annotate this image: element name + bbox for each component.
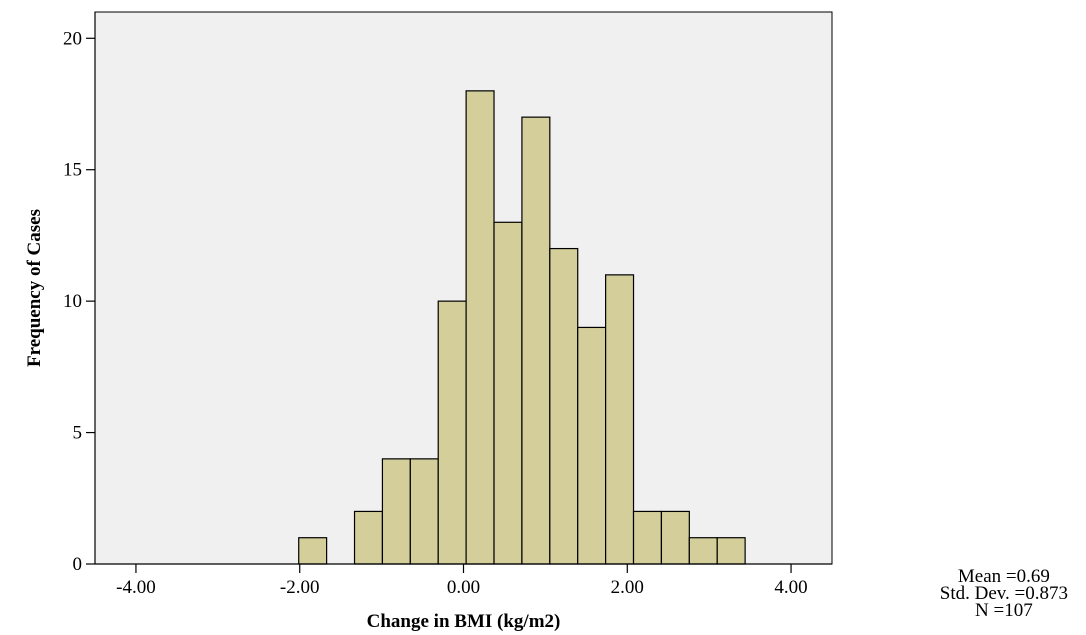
y-tick-label: 0 bbox=[73, 554, 83, 575]
histogram-bar bbox=[353, 510, 384, 565]
histogram-bar bbox=[493, 221, 523, 565]
histogram-bar bbox=[298, 537, 328, 565]
x-tick-label: 4.00 bbox=[774, 577, 807, 598]
x-tick-label: -4.00 bbox=[116, 577, 156, 598]
x-tick-label: 0.00 bbox=[447, 577, 480, 598]
bars-group bbox=[298, 90, 746, 565]
y-tick-label: 10 bbox=[63, 291, 82, 312]
statistics-legend: Mean =0.69 Std. Dev. =0.873 N =107 bbox=[939, 566, 1068, 621]
y-axis-title: Frequency of Cases bbox=[24, 209, 45, 367]
y-tick-label: 5 bbox=[73, 423, 83, 444]
x-tick-label: -2.00 bbox=[280, 577, 320, 598]
x-axis-ticks: -4.00 -2.00 0.00 2.00 4.00 bbox=[116, 564, 808, 598]
histogram-bar bbox=[716, 537, 746, 565]
stat-n: N =107 bbox=[975, 600, 1033, 621]
histogram-bar bbox=[381, 458, 411, 565]
histogram-bar bbox=[688, 537, 718, 565]
histogram-bar bbox=[437, 300, 467, 565]
stat-std-dev: Std. Dev. =0.873 bbox=[939, 583, 1068, 604]
y-tick-label: 20 bbox=[63, 28, 82, 49]
histogram-bar bbox=[521, 116, 551, 565]
stat-mean: Mean =0.69 bbox=[957, 566, 1050, 587]
histogram-bar bbox=[577, 326, 607, 565]
x-axis-title: Change in BMI (kg/m2) bbox=[367, 611, 561, 632]
histogram-bar bbox=[660, 510, 690, 565]
y-axis-ticks: 0 5 10 15 20 bbox=[63, 28, 95, 575]
histogram-bar bbox=[465, 90, 495, 565]
histogram-bar bbox=[605, 274, 635, 565]
x-tick-label: 2.00 bbox=[611, 577, 644, 598]
y-tick-label: 15 bbox=[63, 160, 82, 181]
histogram-bar bbox=[632, 510, 663, 565]
histogram-bar bbox=[409, 458, 439, 565]
histogram-bar bbox=[549, 247, 579, 565]
